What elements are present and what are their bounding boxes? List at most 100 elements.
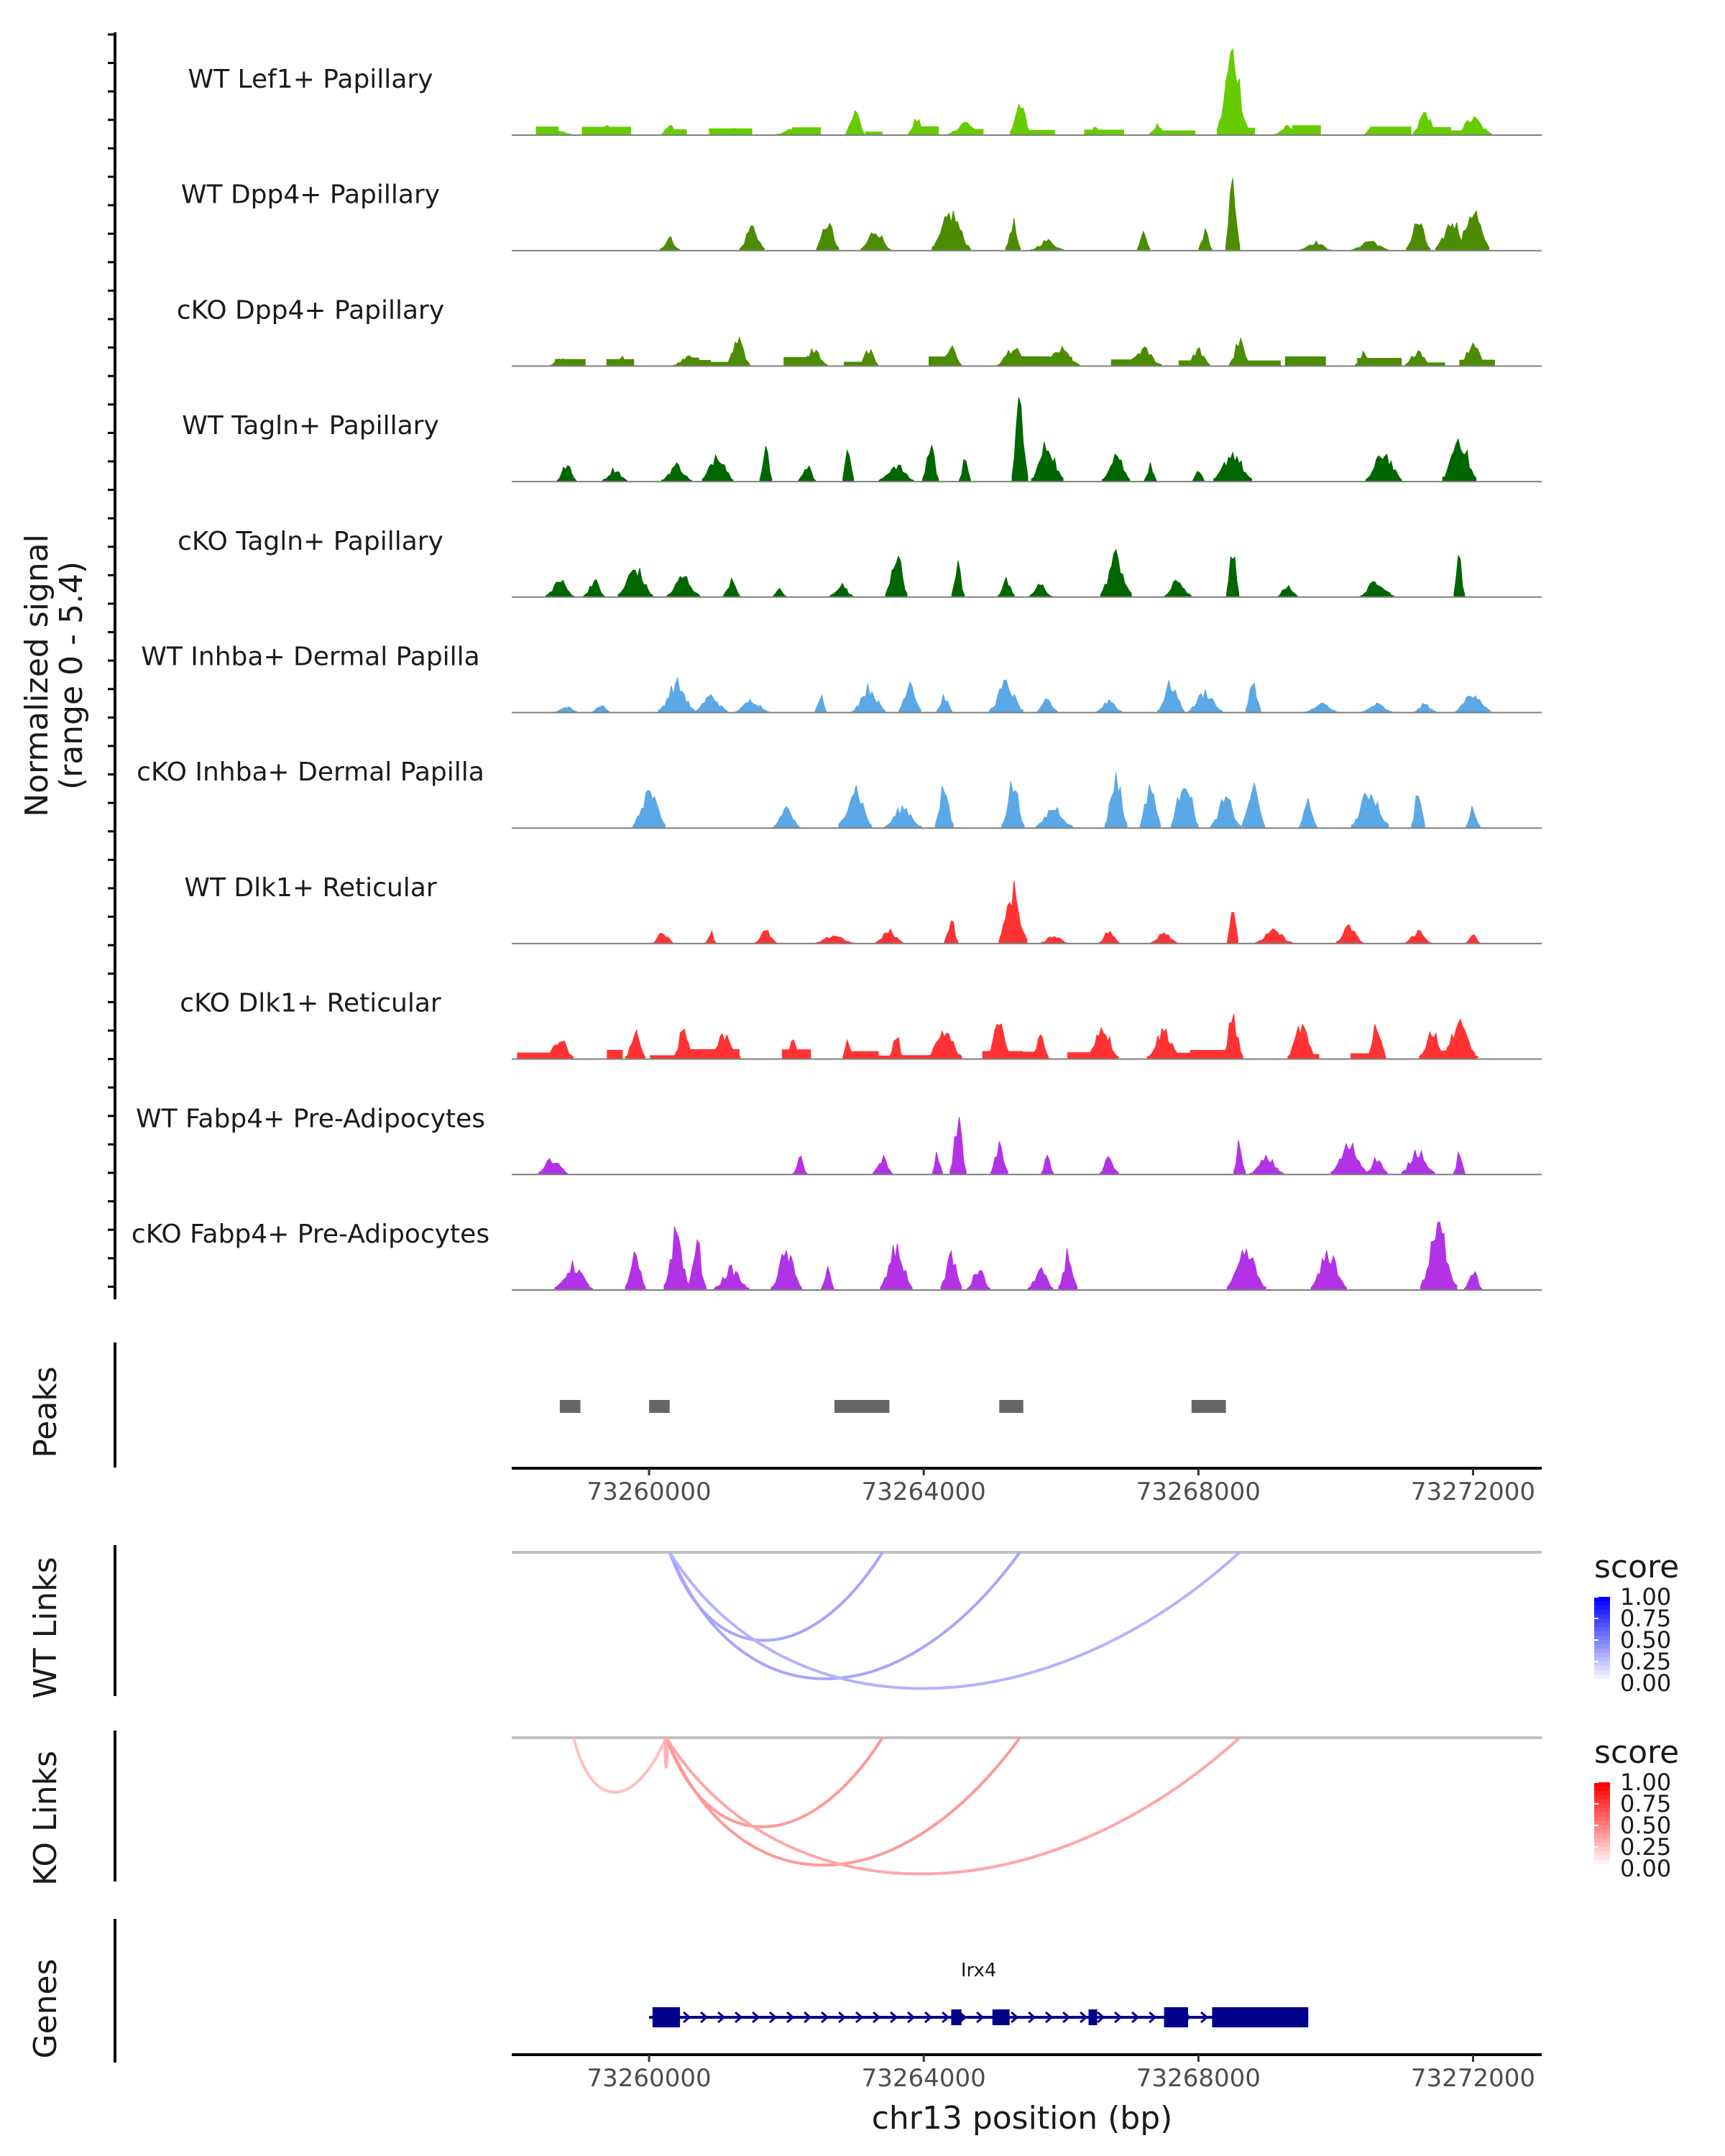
coverage-peak (1101, 453, 1131, 482)
legend-colorbar-segment (1594, 1606, 1610, 1611)
coverage-background (844, 361, 865, 367)
x-axis-tick-label: 73264000 (862, 1478, 986, 1506)
x-axis-tick-label: 73272000 (1411, 1478, 1535, 1506)
legend-colorbar-segment (1594, 1662, 1610, 1667)
coverage-background (1154, 1052, 1204, 1059)
legend-colorbar-segment (1594, 1851, 1610, 1856)
coverage-track-label: WT Lef1+ Papillary (188, 65, 433, 94)
coverage-peak (545, 579, 574, 598)
coverage-peak (967, 1270, 991, 1291)
legend-colorbar-segment (1594, 1843, 1610, 1848)
x-axis-tick-label: 73260000 (587, 2064, 712, 2093)
genes-panel (114, 1919, 1309, 2063)
coverage-track-label: WT Inhba+ Dermal Papilla (141, 642, 479, 672)
coverage-peak (944, 920, 959, 944)
legend-colorbar-segment (1594, 1787, 1610, 1792)
legend-colorbar-segment (1594, 1804, 1610, 1809)
coverage-peak (663, 1226, 690, 1291)
coverage-peak (1442, 438, 1477, 482)
coverage-peak (688, 1239, 707, 1291)
gene-strand-arrow (683, 2011, 691, 2024)
coverage-peak (885, 555, 908, 598)
legend-colorbar-segment (1594, 1838, 1610, 1843)
coverage-peak (735, 699, 770, 713)
coverage-peak (713, 1264, 750, 1291)
legend-colorbar-segment (1594, 1864, 1610, 1869)
coverage-peak (1035, 806, 1073, 829)
coverage-peak (1011, 397, 1029, 482)
coverage-background (1292, 125, 1321, 135)
legend-colorbar-segment (1594, 1674, 1610, 1680)
coverage-background (783, 356, 820, 367)
legend-colorbar-segment (1594, 1679, 1610, 1684)
coverage-peak (1405, 929, 1432, 944)
coverage-peak (722, 577, 740, 598)
x-axis-tick-label: 73268000 (1136, 2064, 1261, 2093)
coverage-peak (583, 579, 605, 598)
genes-panel-title: Genes (27, 1958, 64, 2058)
coverage-peak (1225, 178, 1241, 252)
coverage-background (1227, 127, 1256, 135)
gene-exon (1088, 2009, 1098, 2025)
legend-colorbar-segment (1594, 1817, 1610, 1822)
coverage-peak (1440, 1018, 1478, 1060)
coverage-peak (1453, 554, 1466, 598)
coverage-peak (1187, 689, 1223, 713)
coverage-peak (1351, 241, 1389, 252)
coverage-peak (1366, 1156, 1388, 1175)
link-arc (665, 1736, 1241, 1876)
coverage-background (1371, 126, 1412, 135)
coverage-background (961, 129, 984, 135)
gene-strand-arrow (1149, 2011, 1157, 2024)
legend-colorbar-segment (1594, 1597, 1610, 1602)
coverage-peak (632, 790, 666, 829)
gene-exon (992, 2009, 1010, 2025)
coverage-peak (1298, 240, 1332, 252)
legend-colorbar-segment (1594, 1834, 1610, 1839)
legend-tick-label: 0.00 (1620, 1855, 1671, 1882)
coverage-background (581, 126, 632, 135)
coverage-peak (556, 465, 577, 482)
legend-colorbar-segment (1594, 1800, 1610, 1805)
x-axis-tick-label: 73268000 (1136, 1478, 1261, 1506)
coverage-peak (1027, 1266, 1054, 1291)
peak-interval (559, 1400, 581, 1413)
coverage-peak (1100, 548, 1132, 598)
coverage-peak (658, 676, 696, 713)
coverage-track-label: cKO Fabp4+ Pre-Adipocytes (132, 1220, 489, 1249)
gene-strand-arrow (942, 2011, 950, 2024)
coverage-peak (1216, 47, 1249, 136)
coverage-peak (1036, 699, 1059, 713)
link-arc (668, 1551, 1021, 1680)
coverage-peak (1005, 218, 1021, 252)
coverage-peak (661, 462, 692, 482)
coverage-track: WT Fabp4+ Pre-Adipocytes (136, 1104, 1542, 1176)
coverage-peak (602, 467, 628, 482)
gene-strand-arrow (786, 2011, 795, 2024)
legend-colorbar-segment (1594, 1821, 1610, 1826)
coverage-peak (951, 561, 965, 598)
legend-colorbar-segment (1594, 1657, 1610, 1662)
coverage-peak (538, 1158, 568, 1175)
legend-colorbar-segment (1594, 1812, 1610, 1818)
coverage-peak (1254, 928, 1293, 944)
coverage-peak (1365, 453, 1402, 482)
x-axis-tick-label: 73272000 (1411, 2064, 1535, 2093)
legend-colorbar-segment (1594, 1653, 1610, 1658)
coverage-track-label: WT Tagln+ Papillary (182, 411, 439, 441)
coverage-peak (798, 465, 816, 482)
coverage-background (1357, 358, 1402, 367)
legend-colorbar-segment (1594, 1825, 1610, 1830)
gene-strand-arrow (1097, 2011, 1105, 2024)
coverage-peak (1226, 1248, 1266, 1291)
coverage-peak (1095, 699, 1123, 713)
coverage-peak (1466, 806, 1481, 829)
wt-links-title: WT Links (27, 1557, 64, 1698)
coverage-peak (1164, 579, 1192, 598)
peak-interval (834, 1400, 890, 1413)
coverage-peak (1210, 796, 1241, 829)
gene-strand-arrow (735, 2011, 743, 2024)
coverage-peak (625, 1028, 646, 1060)
coverage-background (913, 126, 939, 135)
legend-colorbar-segment (1594, 1636, 1610, 1641)
